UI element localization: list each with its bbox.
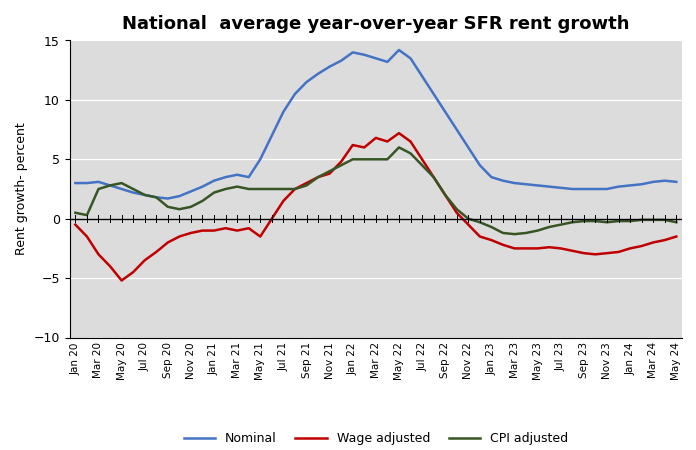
Wage adjusted [487, 238, 496, 243]
Title: National  average year-over-year SFR rent growth: National average year-over-year SFR rent… [122, 15, 630, 33]
CPI adjusted [510, 231, 519, 237]
Nominal [452, 127, 461, 132]
Nominal [441, 109, 450, 114]
Nominal [395, 47, 403, 53]
Nominal [487, 175, 496, 180]
Nominal [672, 179, 681, 184]
Line: CPI adjusted: CPI adjusted [75, 148, 677, 234]
Nominal [164, 196, 172, 201]
CPI adjusted [441, 192, 450, 198]
Nominal [475, 162, 484, 168]
Line: Wage adjusted: Wage adjusted [75, 133, 677, 280]
CPI adjusted [71, 210, 79, 216]
Wage adjusted [452, 210, 461, 216]
Y-axis label: Rent growth- percent: Rent growth- percent [15, 122, 28, 256]
CPI adjusted [672, 220, 681, 225]
Nominal [244, 175, 253, 180]
CPI adjusted [233, 184, 242, 189]
Nominal [71, 180, 79, 186]
Wage adjusted [672, 234, 681, 239]
CPI adjusted [395, 145, 403, 150]
Wage adjusted [557, 246, 565, 251]
CPI adjusted [464, 216, 473, 221]
Wage adjusted [244, 225, 253, 231]
Wage adjusted [118, 278, 126, 283]
Wage adjusted [395, 130, 403, 136]
CPI adjusted [475, 220, 484, 225]
CPI adjusted [429, 175, 438, 180]
Legend: Nominal, Wage adjusted, CPI adjusted: Nominal, Wage adjusted, CPI adjusted [179, 427, 573, 450]
Wage adjusted [441, 192, 450, 198]
Line: Nominal: Nominal [75, 50, 677, 198]
Wage adjusted [71, 222, 79, 227]
CPI adjusted [557, 222, 565, 227]
Wage adjusted [475, 234, 484, 239]
Nominal [557, 185, 565, 190]
